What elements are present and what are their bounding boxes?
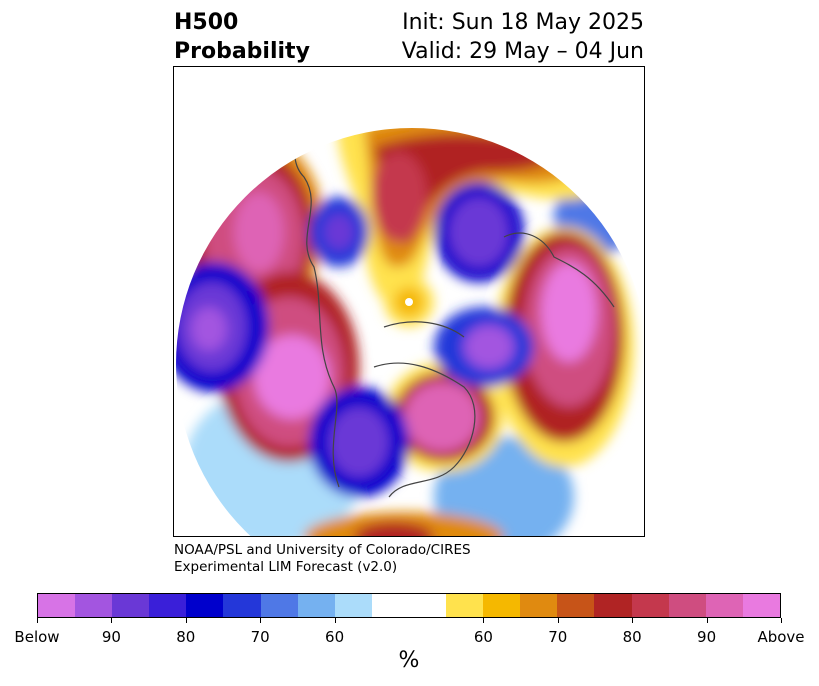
colorbar-tick-mark [185, 618, 187, 623]
colorbar-tick-label: 60 [325, 628, 345, 646]
above-core-south [404, 382, 480, 452]
colorbar-swatch [149, 594, 187, 617]
colorbar-tick-label: 90 [697, 628, 717, 646]
colorbar-tick-mark [37, 618, 38, 623]
coastlines [293, 96, 615, 498]
colorbar-swatch [557, 594, 595, 617]
colorbar-swatch [260, 594, 298, 617]
colorbar-swatch [371, 594, 409, 617]
colorbar-swatch [520, 594, 558, 617]
colorbar-swatch [705, 594, 743, 617]
colorbar-swatch [742, 594, 780, 617]
colorbar-tick-mark [483, 618, 485, 623]
title-line-2: Probability [174, 39, 310, 64]
colorbar-unit: % [398, 648, 420, 673]
north-pole-marker [405, 298, 413, 306]
coastline-greenland [383, 321, 465, 338]
below-band-north-purple [449, 197, 509, 267]
light-blue-region-n [274, 67, 354, 112]
colorbar-swatch [594, 594, 632, 617]
colorbar-tick-mark [706, 618, 708, 623]
colorbar-tick-mark [632, 618, 634, 623]
colorbar-swatch [408, 594, 447, 617]
figure-title: H500 Probability [174, 8, 310, 66]
coastline-europe [503, 232, 615, 308]
init-date: Init: Sun 18 May 2025 [402, 10, 644, 35]
polar-map [173, 66, 645, 537]
colorbar-swatch [334, 594, 372, 617]
colorbar-tick-label: 60 [473, 628, 493, 646]
above-band-bottom [304, 512, 504, 536]
coastline-arctic [354, 96, 584, 127]
colorbar-swatch [38, 594, 76, 617]
credit-line-1: NOAA/PSL and University of Colorado/CIRE… [174, 542, 471, 558]
above-core-west [234, 192, 284, 272]
blue-region-n [424, 67, 524, 112]
colorbar-tick-label: 80 [176, 628, 196, 646]
probability-map-svg [176, 67, 644, 536]
colorbar-tick-mark [557, 618, 559, 623]
below-core-south [329, 407, 389, 477]
colorbar-tick-mark [781, 618, 782, 623]
colorbar-swatch [668, 594, 706, 617]
date-info: Init: Sun 18 May 2025 Valid: 29 May – 04… [402, 8, 644, 66]
colorbar-swatch [483, 594, 521, 617]
coastline-america-east [373, 362, 476, 498]
colorbar-swatch [446, 594, 484, 617]
colorbar-swatch [112, 594, 150, 617]
colorbar-swatch [297, 594, 335, 617]
colorbar-tick-label: 90 [101, 628, 121, 646]
colorbar-swatch [75, 594, 113, 617]
colorbar-tick-label: Above [757, 628, 805, 646]
colorbar-swatch [631, 594, 669, 617]
colorbar-tick-mark [260, 618, 262, 623]
colorbar-tick-label: 70 [548, 628, 568, 646]
colorbar-swatch [223, 594, 261, 617]
colorbar-swatch [186, 594, 224, 617]
above-core-southwest [254, 335, 330, 419]
below-core-nw [324, 214, 354, 250]
colorbar-tick-label: 70 [250, 628, 270, 646]
below-core-west [191, 307, 227, 351]
colorbar-tick-label: 80 [622, 628, 642, 646]
coastline-america-west [293, 128, 340, 488]
credit-line-2: Experimental LIM Forecast (v2.0) [174, 559, 398, 575]
colorbar-tick-label: Below [14, 628, 60, 646]
valid-date: Valid: 29 May – 04 Jun [401, 39, 644, 64]
above-core-north [371, 152, 427, 242]
colorbar-tick-mark [111, 618, 113, 623]
below-core-east [464, 325, 514, 369]
above-core-bottom [354, 522, 434, 536]
above-core-east [541, 262, 597, 362]
title-line-1: H500 [174, 10, 239, 35]
colorbar [37, 593, 781, 618]
credit-text: NOAA/PSL and University of Colorado/CIRE… [174, 542, 471, 576]
colorbar-tick-mark [334, 618, 336, 623]
